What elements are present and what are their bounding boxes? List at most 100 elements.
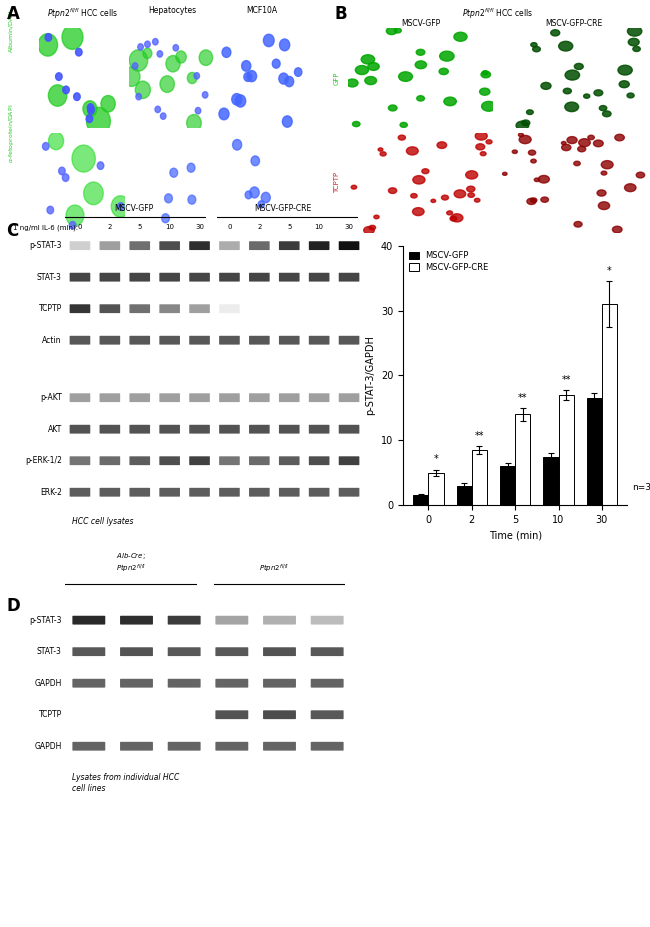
Circle shape bbox=[538, 175, 549, 183]
FancyBboxPatch shape bbox=[99, 488, 120, 497]
Bar bbox=[543, 457, 558, 505]
FancyBboxPatch shape bbox=[99, 425, 120, 434]
FancyBboxPatch shape bbox=[99, 273, 120, 282]
Text: 2: 2 bbox=[108, 224, 112, 230]
FancyBboxPatch shape bbox=[219, 425, 240, 434]
Circle shape bbox=[422, 169, 429, 173]
FancyBboxPatch shape bbox=[279, 336, 300, 345]
FancyBboxPatch shape bbox=[72, 647, 105, 656]
Bar bbox=[558, 395, 574, 505]
Bar bbox=[472, 450, 487, 505]
FancyBboxPatch shape bbox=[309, 393, 330, 402]
FancyBboxPatch shape bbox=[70, 456, 90, 465]
Text: MSCV-GFP: MSCV-GFP bbox=[114, 204, 153, 213]
Circle shape bbox=[601, 160, 613, 169]
Circle shape bbox=[75, 48, 82, 56]
FancyBboxPatch shape bbox=[309, 456, 330, 465]
FancyBboxPatch shape bbox=[339, 273, 359, 282]
Circle shape bbox=[72, 146, 96, 172]
FancyBboxPatch shape bbox=[159, 304, 180, 313]
Circle shape bbox=[63, 86, 70, 94]
FancyBboxPatch shape bbox=[219, 241, 240, 250]
Text: n=3: n=3 bbox=[632, 483, 650, 492]
Circle shape bbox=[474, 198, 480, 202]
FancyBboxPatch shape bbox=[311, 616, 344, 625]
Text: 10: 10 bbox=[165, 224, 174, 230]
Circle shape bbox=[124, 67, 140, 86]
Circle shape bbox=[619, 81, 629, 88]
FancyBboxPatch shape bbox=[129, 304, 150, 313]
Circle shape bbox=[565, 102, 578, 111]
Circle shape bbox=[361, 55, 374, 64]
Circle shape bbox=[48, 85, 67, 107]
FancyBboxPatch shape bbox=[72, 679, 105, 688]
Circle shape bbox=[578, 146, 586, 152]
Circle shape bbox=[603, 111, 611, 117]
FancyBboxPatch shape bbox=[249, 241, 270, 250]
Circle shape bbox=[84, 182, 103, 205]
Circle shape bbox=[118, 203, 124, 210]
Text: MSCV-GFP: MSCV-GFP bbox=[401, 19, 440, 28]
Text: $Ptpn2^{fl/fl}$ HCC cells: $Ptpn2^{fl/fl}$ HCC cells bbox=[462, 6, 533, 21]
Circle shape bbox=[351, 185, 357, 189]
FancyBboxPatch shape bbox=[159, 241, 180, 250]
Circle shape bbox=[482, 101, 496, 111]
Text: 10: 10 bbox=[315, 224, 324, 230]
Text: Albumin/DAPI: Albumin/DAPI bbox=[8, 9, 14, 52]
FancyBboxPatch shape bbox=[99, 456, 120, 465]
Circle shape bbox=[222, 47, 231, 57]
Circle shape bbox=[516, 121, 528, 130]
Circle shape bbox=[58, 167, 65, 175]
FancyBboxPatch shape bbox=[120, 742, 153, 751]
Text: p-ERK-1/2: p-ERK-1/2 bbox=[25, 456, 62, 465]
Text: MSCV-GFP-CRE: MSCV-GFP-CRE bbox=[545, 19, 603, 28]
Circle shape bbox=[49, 133, 64, 150]
FancyBboxPatch shape bbox=[159, 273, 180, 282]
Text: TCPTP: TCPTP bbox=[38, 304, 62, 313]
Circle shape bbox=[627, 26, 642, 36]
Circle shape bbox=[45, 33, 51, 41]
Circle shape bbox=[272, 59, 280, 69]
Text: $Alb$-$Cre;$
$Ptpn2^{fl/fl}$: $Alb$-$Cre;$ $Ptpn2^{fl/fl}$ bbox=[116, 551, 146, 575]
Circle shape bbox=[173, 44, 179, 51]
Circle shape bbox=[625, 184, 636, 192]
Circle shape bbox=[294, 68, 302, 76]
Text: **: ** bbox=[562, 375, 571, 385]
Circle shape bbox=[235, 95, 246, 107]
Circle shape bbox=[406, 146, 418, 155]
FancyBboxPatch shape bbox=[189, 304, 210, 313]
Circle shape bbox=[133, 63, 138, 70]
Circle shape bbox=[356, 66, 369, 74]
Circle shape bbox=[588, 135, 594, 140]
Circle shape bbox=[136, 94, 142, 100]
FancyBboxPatch shape bbox=[219, 488, 240, 497]
Bar bbox=[500, 466, 515, 505]
FancyBboxPatch shape bbox=[263, 742, 296, 751]
Circle shape bbox=[261, 192, 270, 203]
Circle shape bbox=[155, 107, 161, 112]
Text: 2: 2 bbox=[257, 224, 261, 230]
Circle shape bbox=[187, 72, 197, 83]
FancyBboxPatch shape bbox=[189, 393, 210, 402]
Text: *: * bbox=[607, 266, 612, 276]
Text: D: D bbox=[6, 597, 20, 615]
Text: C: C bbox=[6, 222, 19, 240]
Circle shape bbox=[111, 196, 130, 217]
FancyBboxPatch shape bbox=[311, 742, 344, 751]
Circle shape bbox=[380, 152, 386, 156]
FancyBboxPatch shape bbox=[189, 241, 210, 250]
Circle shape bbox=[431, 199, 436, 202]
Text: $\alpha$-fetoprotein/DAPI: $\alpha$-fetoprotein/DAPI bbox=[6, 104, 16, 163]
Text: **: ** bbox=[474, 431, 484, 441]
Circle shape bbox=[199, 50, 213, 66]
Circle shape bbox=[86, 108, 110, 134]
Circle shape bbox=[615, 134, 625, 141]
Bar bbox=[515, 414, 530, 505]
Circle shape bbox=[541, 83, 551, 89]
FancyBboxPatch shape bbox=[159, 393, 180, 402]
Circle shape bbox=[526, 110, 533, 115]
Circle shape bbox=[87, 104, 94, 111]
Bar bbox=[587, 399, 602, 505]
FancyBboxPatch shape bbox=[189, 273, 210, 282]
FancyBboxPatch shape bbox=[189, 456, 210, 465]
